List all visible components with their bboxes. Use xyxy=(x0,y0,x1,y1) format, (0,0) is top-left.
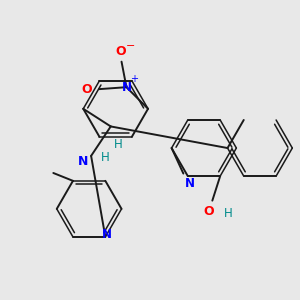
Text: H: H xyxy=(114,138,123,151)
Text: N: N xyxy=(122,81,131,94)
Text: N: N xyxy=(185,177,195,190)
Text: O: O xyxy=(203,205,214,218)
Text: N: N xyxy=(102,229,112,242)
Text: +: + xyxy=(130,74,138,84)
Text: O: O xyxy=(82,82,92,96)
Text: O: O xyxy=(115,45,126,58)
Text: N: N xyxy=(78,155,88,168)
Text: H: H xyxy=(100,152,109,164)
Text: H: H xyxy=(224,207,233,220)
Text: −: − xyxy=(126,41,135,51)
